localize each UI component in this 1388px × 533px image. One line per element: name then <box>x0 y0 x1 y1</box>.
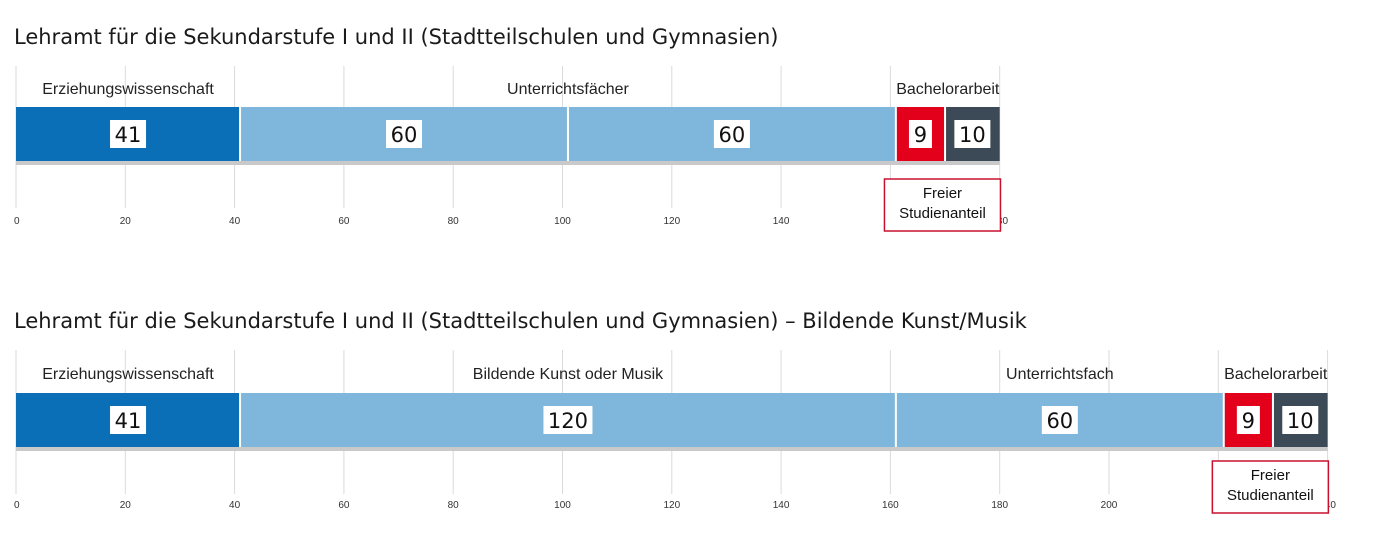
value-label-box <box>1236 406 1260 434</box>
tick-label: 40 <box>229 500 241 511</box>
segment-divider <box>239 393 242 447</box>
tick-label: 200 <box>1101 500 1118 511</box>
group-label: Erziehungswissenschaft <box>42 366 214 383</box>
value-label-box <box>713 120 750 148</box>
annotation-text: Studienanteil <box>1227 487 1314 504</box>
chart-title: Lehramt für die Sekundarstufe I und II (… <box>14 309 1028 333</box>
segment-divider <box>1271 393 1274 447</box>
tick-label: 120 <box>663 500 680 511</box>
value-label: 9 <box>914 123 927 147</box>
value-label: 10 <box>1287 409 1314 433</box>
annotation-text: Freier <box>1251 467 1290 484</box>
value-label: 60 <box>719 123 746 147</box>
tick-label: 60 <box>338 500 350 511</box>
tick-label: 100 <box>554 500 571 511</box>
tick-label: 80 <box>448 216 460 227</box>
value-label: 60 <box>1046 409 1073 433</box>
value-label-box <box>1041 406 1078 434</box>
value-label: 60 <box>391 123 418 147</box>
group-label: Bachelorarbeit <box>896 81 1000 98</box>
value-label-box <box>954 120 991 148</box>
tick-label: 60 <box>338 216 350 227</box>
tick-label: 20 <box>120 500 132 511</box>
segment-divider <box>894 393 897 447</box>
value-label: 9 <box>1242 409 1255 433</box>
tick-label: 120 <box>663 216 680 227</box>
tick-label: 140 <box>773 216 790 227</box>
group-label: Bildende Kunst oder Musik <box>473 366 664 383</box>
value-label-box <box>386 120 423 148</box>
segment-divider <box>1222 393 1225 447</box>
tick-label: 180 <box>991 500 1008 511</box>
tick-label: 100 <box>554 216 571 227</box>
value-label: 41 <box>115 123 142 147</box>
group-label: Erziehungswissenschaft <box>42 81 214 98</box>
segment-divider <box>566 107 569 161</box>
value-label: 120 <box>548 409 588 433</box>
tick-label: 0 <box>14 500 20 511</box>
value-label: 41 <box>115 409 142 433</box>
value-label-box <box>1282 406 1319 434</box>
value-label-box <box>908 120 932 148</box>
tick-label: 40 <box>229 216 241 227</box>
annotation-box <box>1211 460 1330 514</box>
segment-divider <box>894 107 897 161</box>
chart-2: Lehramt für die Sekundarstufe I und II (… <box>14 309 1336 514</box>
annotation-text: Freier <box>923 185 962 202</box>
segment-divider <box>944 107 947 161</box>
value-label-box <box>110 406 147 434</box>
bar-baseline <box>16 447 1328 451</box>
value-label: 10 <box>959 123 986 147</box>
value-label-box <box>543 406 593 434</box>
annotation-box <box>883 178 1002 232</box>
tick-label: 160 <box>882 500 899 511</box>
annotation-text: Studienanteil <box>899 205 986 222</box>
tick-label: 0 <box>14 216 20 227</box>
chart-1: Lehramt für die Sekundarstufe I und II (… <box>14 25 1008 232</box>
group-label: Unterrichtsfach <box>1006 366 1114 383</box>
group-label: Unterrichtsfächer <box>507 81 629 98</box>
value-label-box <box>110 120 147 148</box>
tick-label: 80 <box>448 500 460 511</box>
bar-baseline <box>16 161 1000 165</box>
chart-title: Lehramt für die Sekundarstufe I und II (… <box>14 25 778 49</box>
group-label: Bachelorarbeit <box>1224 366 1328 383</box>
segment-divider <box>239 107 242 161</box>
tick-label: 20 <box>120 216 132 227</box>
tick-label: 140 <box>773 500 790 511</box>
